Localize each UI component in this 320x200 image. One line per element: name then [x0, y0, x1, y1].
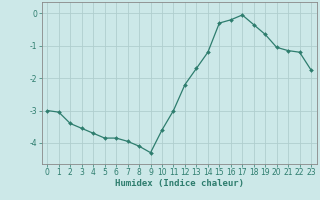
X-axis label: Humidex (Indice chaleur): Humidex (Indice chaleur) — [115, 179, 244, 188]
